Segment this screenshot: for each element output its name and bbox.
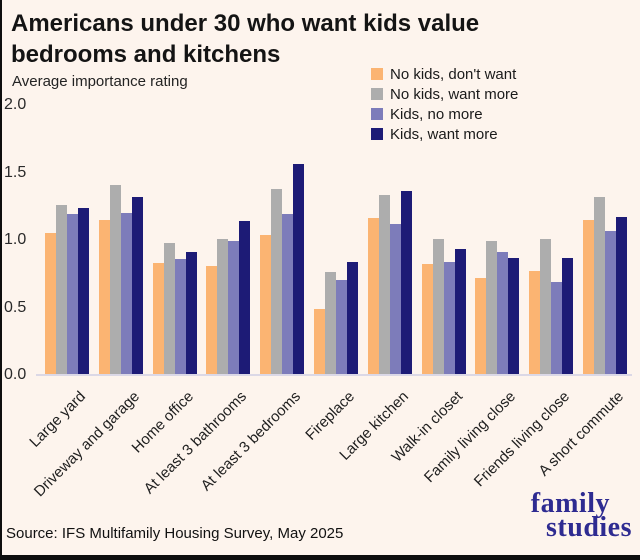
bar <box>260 235 272 375</box>
bar <box>551 282 563 375</box>
x-axis-baseline <box>36 374 632 376</box>
legend-swatch-icon <box>371 88 383 100</box>
bar <box>152 263 164 375</box>
bar <box>389 224 401 375</box>
bar <box>239 221 251 375</box>
bar <box>616 217 627 375</box>
bar <box>443 262 455 375</box>
bar <box>529 271 541 375</box>
bar <box>583 220 594 375</box>
chart-subtitle: Average importance rating <box>12 73 188 90</box>
bar-group <box>45 105 89 375</box>
bar-group <box>367 105 412 375</box>
bar <box>271 189 283 375</box>
bar <box>98 220 110 375</box>
brand-logo: family studies <box>530 488 632 543</box>
title-line-2: bedrooms and kitchens <box>11 41 281 68</box>
logo-line-2: studies <box>546 512 632 543</box>
left-border <box>0 0 2 560</box>
title-line-1: Americans under 30 who want kids value <box>11 10 480 37</box>
bar <box>475 278 487 375</box>
bar <box>367 218 379 375</box>
bar <box>293 164 305 375</box>
bar <box>228 241 240 375</box>
legend-label: Kids, no more <box>390 105 483 123</box>
bar <box>56 205 67 375</box>
y-axis-tick-label: 2.0 <box>4 96 27 113</box>
logo-line-1: family <box>530 488 610 519</box>
legend-item: No kids, want more <box>371 85 519 103</box>
bar <box>131 197 143 375</box>
bar <box>400 191 412 375</box>
y-axis-tick-label: 1.0 <box>4 231 27 248</box>
bar <box>314 309 325 375</box>
bar <box>325 272 336 375</box>
bar <box>562 258 574 375</box>
legend-item: Kids, no more <box>371 105 518 123</box>
bar <box>185 252 197 375</box>
bar <box>605 231 616 375</box>
page-title: Americans under 30 who want kids value b… <box>11 8 531 70</box>
bar <box>217 239 229 375</box>
bar-group <box>421 105 466 375</box>
bottom-border <box>0 555 640 560</box>
bar <box>497 252 509 375</box>
bar-group <box>206 105 251 375</box>
y-axis-tick-label: 0.5 <box>4 298 27 316</box>
legend: No kids, don't want No kids, want more Kid… <box>371 66 518 146</box>
source-note: Source: IFS Multifamily Housing Survey, … <box>6 525 344 542</box>
legend-label: Kids, want more <box>390 125 498 143</box>
bar <box>109 185 121 375</box>
bar <box>347 262 358 375</box>
bar <box>336 280 347 375</box>
legend-label: No kids, don't want <box>390 65 517 83</box>
bar <box>454 249 466 375</box>
bar-group <box>529 105 574 375</box>
bar <box>432 239 444 375</box>
bar-group <box>260 105 305 375</box>
legend-item: Kids, want more <box>371 125 518 143</box>
bar <box>282 214 294 375</box>
legend-label: No kids, want more <box>390 85 519 103</box>
bar <box>486 241 498 375</box>
bar <box>594 197 605 375</box>
y-axis-tick-label: 0.0 <box>4 366 27 383</box>
bar <box>421 264 433 375</box>
bar <box>163 243 175 375</box>
y-axis-tick-label: 1.5 <box>4 163 27 181</box>
bar <box>67 214 78 375</box>
bar <box>206 266 218 375</box>
bar <box>540 239 552 375</box>
legend-swatch-icon <box>371 108 383 120</box>
bar <box>508 258 520 375</box>
bar-group <box>314 105 358 375</box>
bar-group <box>475 105 520 375</box>
bar-group <box>98 105 143 375</box>
legend-item: No kids, don't want <box>371 65 518 83</box>
bar <box>120 213 132 375</box>
bar-group <box>152 105 197 375</box>
bar <box>174 259 186 375</box>
legend-swatch-icon <box>371 128 383 140</box>
bar <box>45 233 56 375</box>
bar <box>378 195 390 375</box>
bar <box>78 208 89 375</box>
bar-group <box>583 105 627 375</box>
legend-swatch-icon <box>371 68 383 80</box>
